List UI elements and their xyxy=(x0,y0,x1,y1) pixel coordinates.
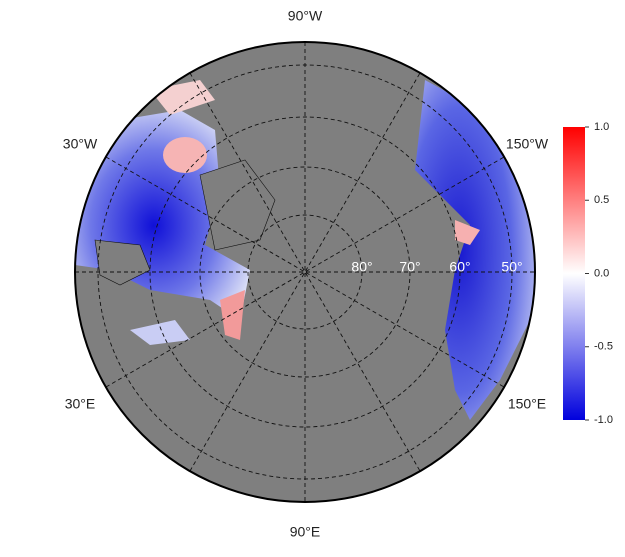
lat-label: 50° xyxy=(501,259,522,275)
colorbar-tick-label: -1.0 xyxy=(594,414,613,426)
lon-label: 150°W xyxy=(506,136,549,152)
map-border xyxy=(74,41,536,503)
lon-label: 90°W xyxy=(288,8,323,24)
graticule xyxy=(75,42,535,502)
colorbar-tick-label: 0.5 xyxy=(594,194,609,206)
ocean-anomaly xyxy=(130,320,190,345)
ocean-anomaly xyxy=(220,290,245,340)
lon-label: 90°E xyxy=(290,524,321,540)
ocean-anomaly xyxy=(455,220,480,245)
lat-label: 60° xyxy=(449,259,470,275)
lat-label: 80° xyxy=(351,259,372,275)
colorbar xyxy=(563,127,585,420)
colorbar-tick-label: 0.0 xyxy=(594,267,609,279)
land xyxy=(199,159,276,251)
land xyxy=(94,239,151,286)
lon-label: 150°E xyxy=(508,396,546,412)
map-field xyxy=(75,42,535,502)
colorbar-tick-label: 1.0 xyxy=(594,121,609,133)
lat-label: 70° xyxy=(399,259,420,275)
ocean-anomaly xyxy=(163,137,207,173)
lon-label: 30°E xyxy=(65,396,96,412)
lon-label: 30°W xyxy=(63,136,98,152)
colorbar-tick-label: -0.5 xyxy=(594,341,613,353)
